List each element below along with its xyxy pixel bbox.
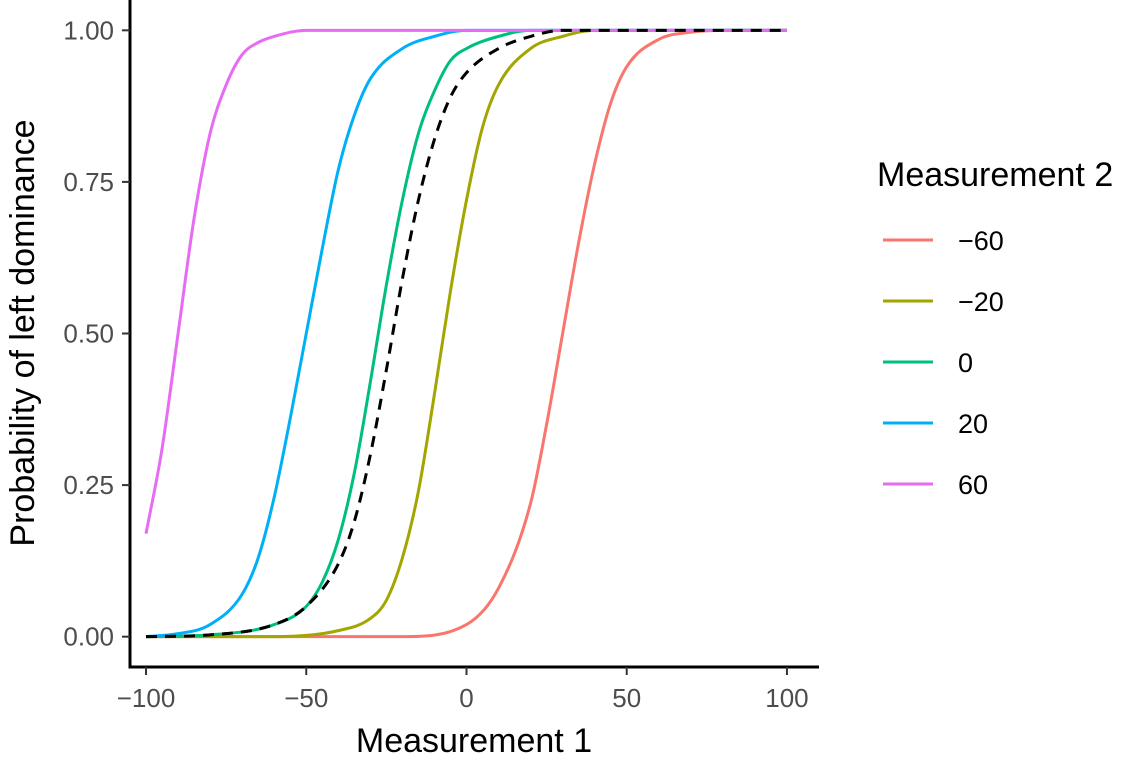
legend-label-0: −60 (958, 226, 1004, 256)
legend-label-3: 20 (958, 409, 988, 439)
series-line-0 (146, 28, 787, 639)
axes (122, 0, 819, 675)
y-tick-label: 1.00 (63, 15, 114, 45)
y-tick-label: 0.75 (63, 167, 114, 197)
series-line-2 (145, 28, 787, 639)
legend-label-4: 60 (958, 470, 988, 500)
x-tick-label: 0 (459, 683, 473, 713)
x-tick-label: −50 (284, 683, 328, 713)
x-tick-label: 100 (765, 683, 808, 713)
y-tick-label: 0.25 (63, 470, 114, 500)
legend: Measurement 2 −60 −20 0 20 60 (877, 156, 1113, 500)
x-tick-label: 50 (612, 683, 641, 713)
x-axis-title: Measurement 1 (356, 722, 592, 760)
series-line-reference (145, 28, 787, 639)
series-line-1 (146, 28, 787, 639)
y-tick-label: 0.00 (63, 622, 114, 652)
legend-label-1: −20 (958, 287, 1004, 317)
legend-title: Measurement 2 (877, 156, 1113, 194)
series-line-3 (145, 28, 787, 639)
y-tick-label: 0.50 (63, 319, 114, 349)
x-tick-label: −100 (117, 683, 176, 713)
tick-labels: −100 −50 0 50 100 0.00 0.25 0.50 0.75 1.00 (63, 15, 808, 713)
y-axis-title: Probability of left dominance (4, 119, 42, 546)
plot-lines (144, 28, 787, 639)
legend-label-2: 0 (958, 348, 973, 378)
series-line-4 (144, 28, 787, 534)
